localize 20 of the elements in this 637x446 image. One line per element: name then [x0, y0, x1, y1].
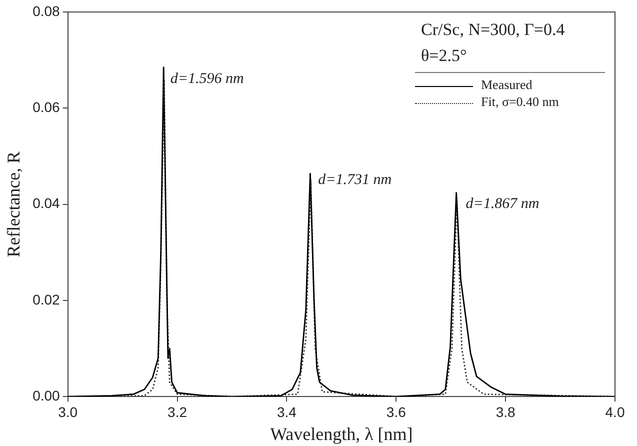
y-tick-label: 0.04	[32, 195, 60, 212]
y-tick-label: 0.00	[32, 387, 60, 404]
annotation: d=1.731 nm	[318, 172, 392, 188]
annotation: d=1.867 nm	[466, 196, 540, 212]
legend-label: Fit, σ=0.40 nm	[481, 94, 559, 109]
y-tick-label: 0.08	[32, 2, 60, 19]
x-tick-label: 3.0	[58, 404, 78, 420]
annotation: θ=2.5°	[421, 46, 468, 66]
x-tick-label: 3.8	[496, 404, 516, 420]
x-tick-label: 3.2	[168, 404, 188, 420]
x-tick-label: 3.6	[386, 404, 406, 420]
y-axis-title: Reflectance, R	[4, 151, 24, 258]
x-tick-label: 4.0	[605, 404, 625, 420]
y-tick-label: 0.06	[32, 99, 60, 116]
y-tick-label: 0.02	[32, 291, 60, 308]
x-axis-title: Wavelength, λ [nm]	[270, 424, 413, 444]
x-tick-label: 3.4	[276, 404, 297, 420]
legend-label: Measured	[481, 77, 532, 92]
annotation: Cr/Sc, N=300, Γ=0.4	[421, 20, 566, 40]
annotation: d=1.596 nm	[170, 71, 244, 88]
